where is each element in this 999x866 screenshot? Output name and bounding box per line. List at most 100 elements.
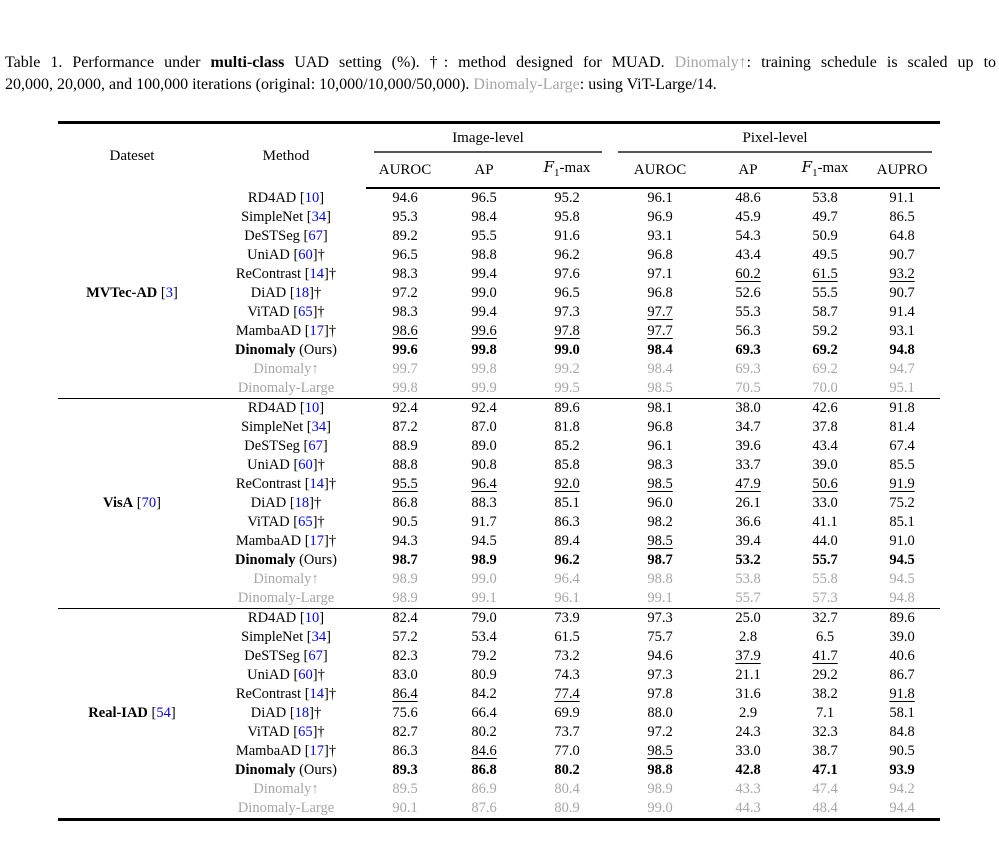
value-cell: 96.8 <box>647 247 673 263</box>
value-cell: 60.2 <box>735 266 761 282</box>
value-cell: 91.4 <box>889 304 915 320</box>
citation-link[interactable]: 34 <box>311 629 327 645</box>
method-cell: Dinomaly-Large <box>237 380 335 396</box>
table-row: DiAD [18]† 75.6 66.4 69.9 88.0 2.9 7.1 58.1 <box>58 704 940 723</box>
citation-link[interactable]: 3 <box>165 284 173 301</box>
citation-link[interactable]: 10 <box>304 189 320 206</box>
value-cell: 92.0 <box>554 476 580 492</box>
value-cell: 94.3 <box>392 533 418 549</box>
header-method: Method <box>262 147 310 164</box>
header-metric: AUROC <box>610 154 711 189</box>
value-cell: 70.5 <box>735 380 761 396</box>
citation-link[interactable]: 65 <box>298 724 313 740</box>
citation-link[interactable]: 10 <box>304 610 320 626</box>
results-table-wrapper: Dateset Method Image-level Pixel-level A… <box>58 121 941 821</box>
value-cell: 82.7 <box>392 724 418 740</box>
value-cell: 99.0 <box>471 285 497 301</box>
value-cell: 94.6 <box>392 190 418 206</box>
citation-link[interactable]: 14 <box>309 266 325 282</box>
dagger-mark: † <box>328 686 337 702</box>
value-cell: 98.4 <box>471 209 497 225</box>
citation-link[interactable]: 67 <box>308 648 323 664</box>
value-cell: 96.5 <box>471 190 497 206</box>
dagger-mark: † <box>314 285 322 301</box>
value-cell: 88.3 <box>471 495 497 511</box>
citation-link[interactable]: 14 <box>309 686 325 702</box>
value-cell: 37.8 <box>812 419 838 435</box>
value-cell: 2.9 <box>738 705 758 721</box>
citation-link[interactable]: 60 <box>298 667 313 683</box>
method-cell: Dinomaly (Ours) <box>235 552 337 568</box>
citation-link[interactable]: 67 <box>308 438 323 454</box>
value-cell: 98.5 <box>647 533 673 549</box>
value-cell: 92.4 <box>444 398 524 418</box>
citation-link[interactable]: 17 <box>309 533 325 549</box>
dagger-mark: † <box>328 743 337 759</box>
citation-link[interactable]: 54 <box>156 705 171 721</box>
table-row: SimpleNet [34] 57.2 53.4 61.5 75.7 2.8 6.5 39.0 <box>58 628 940 647</box>
header-metric: AUPRO <box>864 154 941 189</box>
method-cell: DiAD [18]† <box>250 495 322 511</box>
dagger-mark: † <box>317 514 325 530</box>
citation-link[interactable]: 18 <box>294 705 310 721</box>
value-cell: 94.7 <box>889 361 915 377</box>
citation-link[interactable]: 17 <box>309 323 325 339</box>
value-cell: 91.7 <box>471 514 497 530</box>
value-cell: 91.8 <box>864 398 941 418</box>
citation-link[interactable]: 10 <box>304 400 320 416</box>
value-cell: 93.9 <box>889 762 915 778</box>
value-cell: 40.6 <box>889 648 915 664</box>
citation-link[interactable]: 65 <box>298 304 313 320</box>
table-row: Dinomaly-Large 98.9 99.1 96.1 99.1 55.7 57.3 94… <box>58 589 940 609</box>
table-row: Dinomaly (Ours) 98.7 98.9 96.2 98.7 53.2 55.7 9… <box>58 551 940 570</box>
citation-link[interactable]: 18 <box>294 285 310 301</box>
citation-link[interactable]: 34 <box>311 209 327 225</box>
value-cell: 47.1 <box>812 762 838 778</box>
value-cell: 42.8 <box>735 762 761 778</box>
citation-link[interactable]: 34 <box>311 419 327 435</box>
results-table: Dateset Method Image-level Pixel-level A… <box>58 121 941 821</box>
table-row: Dinomaly-Large 99.8 99.9 99.5 98.5 70.5 70.0 95… <box>58 379 940 399</box>
citation-link[interactable]: 60 <box>298 247 313 263</box>
value-cell: 99.1 <box>647 590 673 606</box>
value-cell: 97.8 <box>554 323 580 339</box>
value-cell: 56.3 <box>735 323 761 339</box>
dagger-mark: † <box>317 304 325 320</box>
value-cell: 94.6 <box>647 648 673 664</box>
value-cell: 45.9 <box>735 209 761 225</box>
value-cell: 89.2 <box>392 228 418 244</box>
value-cell: 85.8 <box>554 457 580 473</box>
value-cell: 53.4 <box>471 629 497 645</box>
value-cell: 79.0 <box>444 608 524 628</box>
value-cell: 97.3 <box>647 667 673 683</box>
method-cell: ReContrast [14]† <box>235 266 337 282</box>
citation-link[interactable]: 70 <box>141 495 157 511</box>
value-cell: 93.2 <box>889 266 915 282</box>
table-row: Dinomaly (Ours) 89.3 86.8 80.2 98.8 42.8 47.1 9… <box>58 761 940 780</box>
value-cell: 89.6 <box>524 398 611 418</box>
value-cell: 91.0 <box>889 533 915 549</box>
value-cell: 99.8 <box>392 380 418 396</box>
value-cell: 99.5 <box>554 380 580 396</box>
citation-link[interactable]: 67 <box>308 228 323 244</box>
table-row: Dinomaly↑ 89.5 86.9 80.4 98.9 43.3 47.4 94.2 <box>58 780 940 799</box>
method-cell: DeSTSeg [67] <box>244 648 328 664</box>
citation-link[interactable]: 18 <box>294 495 310 511</box>
citation-link[interactable]: 65 <box>298 514 313 530</box>
value-cell: 98.8 <box>647 571 673 587</box>
value-cell: 80.4 <box>554 781 580 797</box>
table-row: MambaAD [17]† 94.3 94.5 89.4 98.5 39.4 44.0 91.… <box>58 532 940 551</box>
value-cell: 95.5 <box>392 476 418 492</box>
value-cell: 98.4 <box>647 342 673 358</box>
citation-link[interactable]: 14 <box>309 476 325 492</box>
value-cell: 75.6 <box>392 705 418 721</box>
citation-link[interactable]: 17 <box>309 743 325 759</box>
method-cell: MambaAD [17]† <box>235 323 337 339</box>
value-cell: 94.8 <box>889 342 915 358</box>
value-cell: 97.6 <box>554 266 580 282</box>
table-row: ViTAD [65]† 90.5 91.7 86.3 98.2 36.6 41.1 85.1 <box>58 513 940 532</box>
dagger-mark: † <box>328 476 337 492</box>
table-row: DiAD [18]† 86.8 88.3 85.1 96.0 26.1 33.0 75.2 <box>58 494 940 513</box>
dagger-mark: † <box>317 724 325 740</box>
citation-link[interactable]: 60 <box>298 457 313 473</box>
